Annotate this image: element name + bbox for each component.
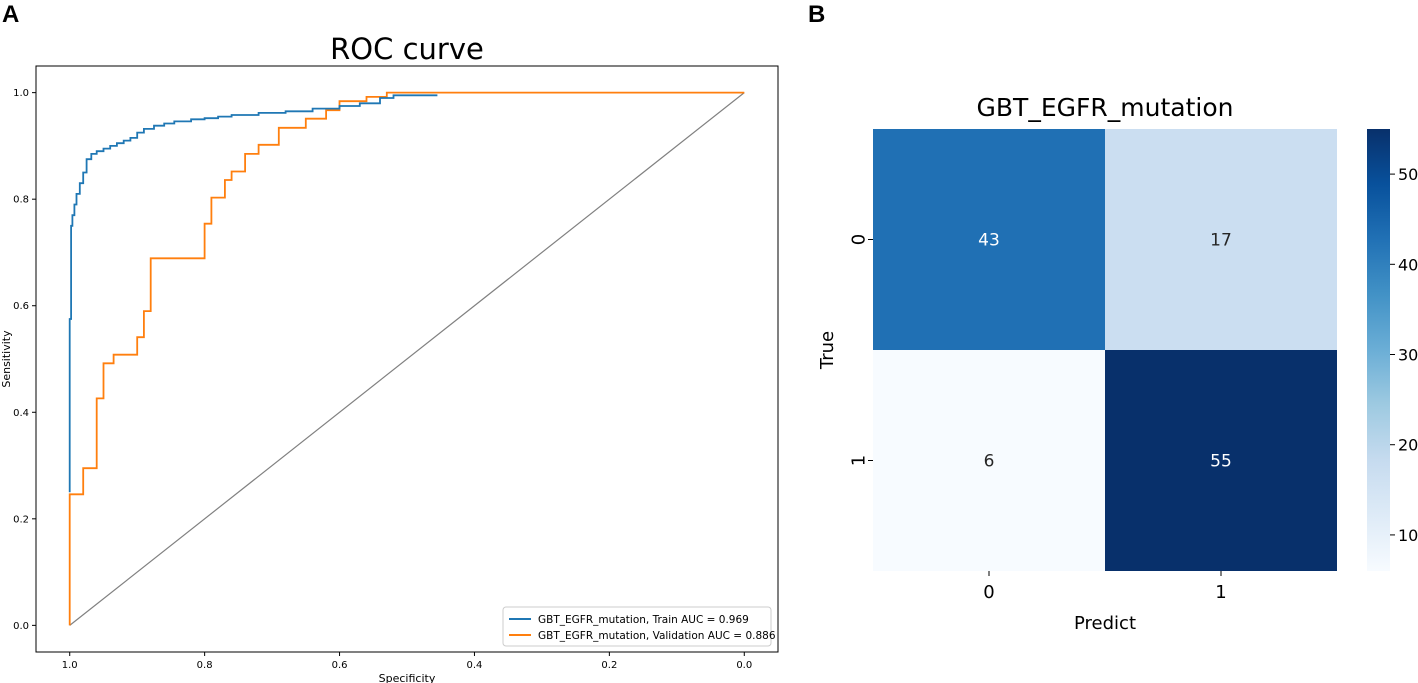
roc-x-tick-label: 0.4	[467, 660, 483, 671]
colorbar-tick-label: 30	[1398, 346, 1418, 365]
panel-b-label: B	[808, 1, 825, 28]
heatmap-x-tick-label: 1	[1215, 582, 1226, 603]
roc-x-tick-label: 0.2	[601, 660, 617, 671]
roc-train-curve	[68, 94, 438, 493]
roc-legend: GBT_EGFR_mutation, Train AUC = 0.969 GBT…	[502, 606, 776, 647]
roc-y-tick-label: 0.8	[13, 195, 29, 206]
panel-a-label: A	[2, 1, 19, 28]
heatmap-x-axis-label: Predict	[1074, 613, 1136, 634]
colorbar-tick-label: 40	[1398, 255, 1418, 274]
heatmap-cell	[1105, 129, 1337, 350]
roc-legend-validation-label: GBT_EGFR_mutation, Validation AUC = 0.88…	[538, 630, 776, 642]
roc-lines	[68, 91, 745, 626]
colorbar: 10 20 30 40 50	[1367, 129, 1418, 571]
colorbar-tick-label: 20	[1398, 436, 1418, 455]
roc-x-tick-label: 0.0	[736, 660, 752, 671]
roc-y-tick-label: 0.2	[13, 514, 29, 525]
heatmap-x-tick-label: 0	[983, 582, 994, 603]
roc-x-axis-label: Specificity	[379, 672, 436, 683]
roc-x-ticks: 1.0 0.8 0.6 0.4 0.2 0.0	[62, 652, 752, 671]
heatmap-y-tick-label: 1	[849, 455, 870, 466]
colorbar-tick-label: 50	[1398, 165, 1418, 184]
colorbar-ticks: 10 20 30 40 50	[1390, 165, 1418, 545]
heatmap-cell-value: 43	[978, 231, 1000, 251]
roc-title: ROC curve	[330, 32, 484, 66]
heatmap-cell-value: 17	[1210, 231, 1232, 251]
heatmap-cell-value: 6	[984, 452, 995, 472]
roc-x-tick-label: 1.0	[62, 660, 78, 671]
heatmap-cell	[1105, 350, 1337, 571]
roc-x-tick-label: 0.8	[197, 660, 213, 671]
heatmap-cell-value: 55	[1210, 452, 1232, 472]
heatmap-title: GBT_EGFR_mutation	[977, 93, 1234, 122]
roc-y-ticks: 0.0 0.2 0.4 0.6 0.8 1.0	[13, 88, 36, 632]
roc-legend-train-label: GBT_EGFR_mutation, Train AUC = 0.969	[538, 614, 749, 626]
roc-y-tick-label: 0.4	[13, 408, 29, 419]
heatmap-cells: 43 17 6 55	[873, 129, 1337, 571]
heatmap-cell	[873, 350, 1105, 571]
roc-chance-line	[69, 92, 745, 626]
heatmap-cell	[873, 129, 1105, 350]
roc-validation-curve	[68, 91, 745, 626]
colorbar-gradient	[1367, 129, 1390, 571]
colorbar-tick-label: 10	[1398, 526, 1418, 545]
roc-y-tick-label: 0.6	[13, 301, 29, 312]
roc-y-axis-label: Sensitivity	[0, 330, 13, 388]
roc-y-tick-label: 0.0	[13, 621, 29, 632]
roc-y-tick-label: 1.0	[13, 88, 29, 99]
heatmap-y-axis-label: True	[817, 331, 838, 370]
roc-legend-box	[502, 606, 772, 647]
heatmap-y-tick-label: 0	[849, 234, 870, 245]
heatmap-y-ticks: 01	[849, 234, 873, 466]
roc-chart: ROC curve 1.0 0.8 0.6 0.4 0.2 0.0 0.00.20.40.…	[0, 32, 779, 683]
roc-x-tick-label: 0.6	[332, 660, 348, 671]
